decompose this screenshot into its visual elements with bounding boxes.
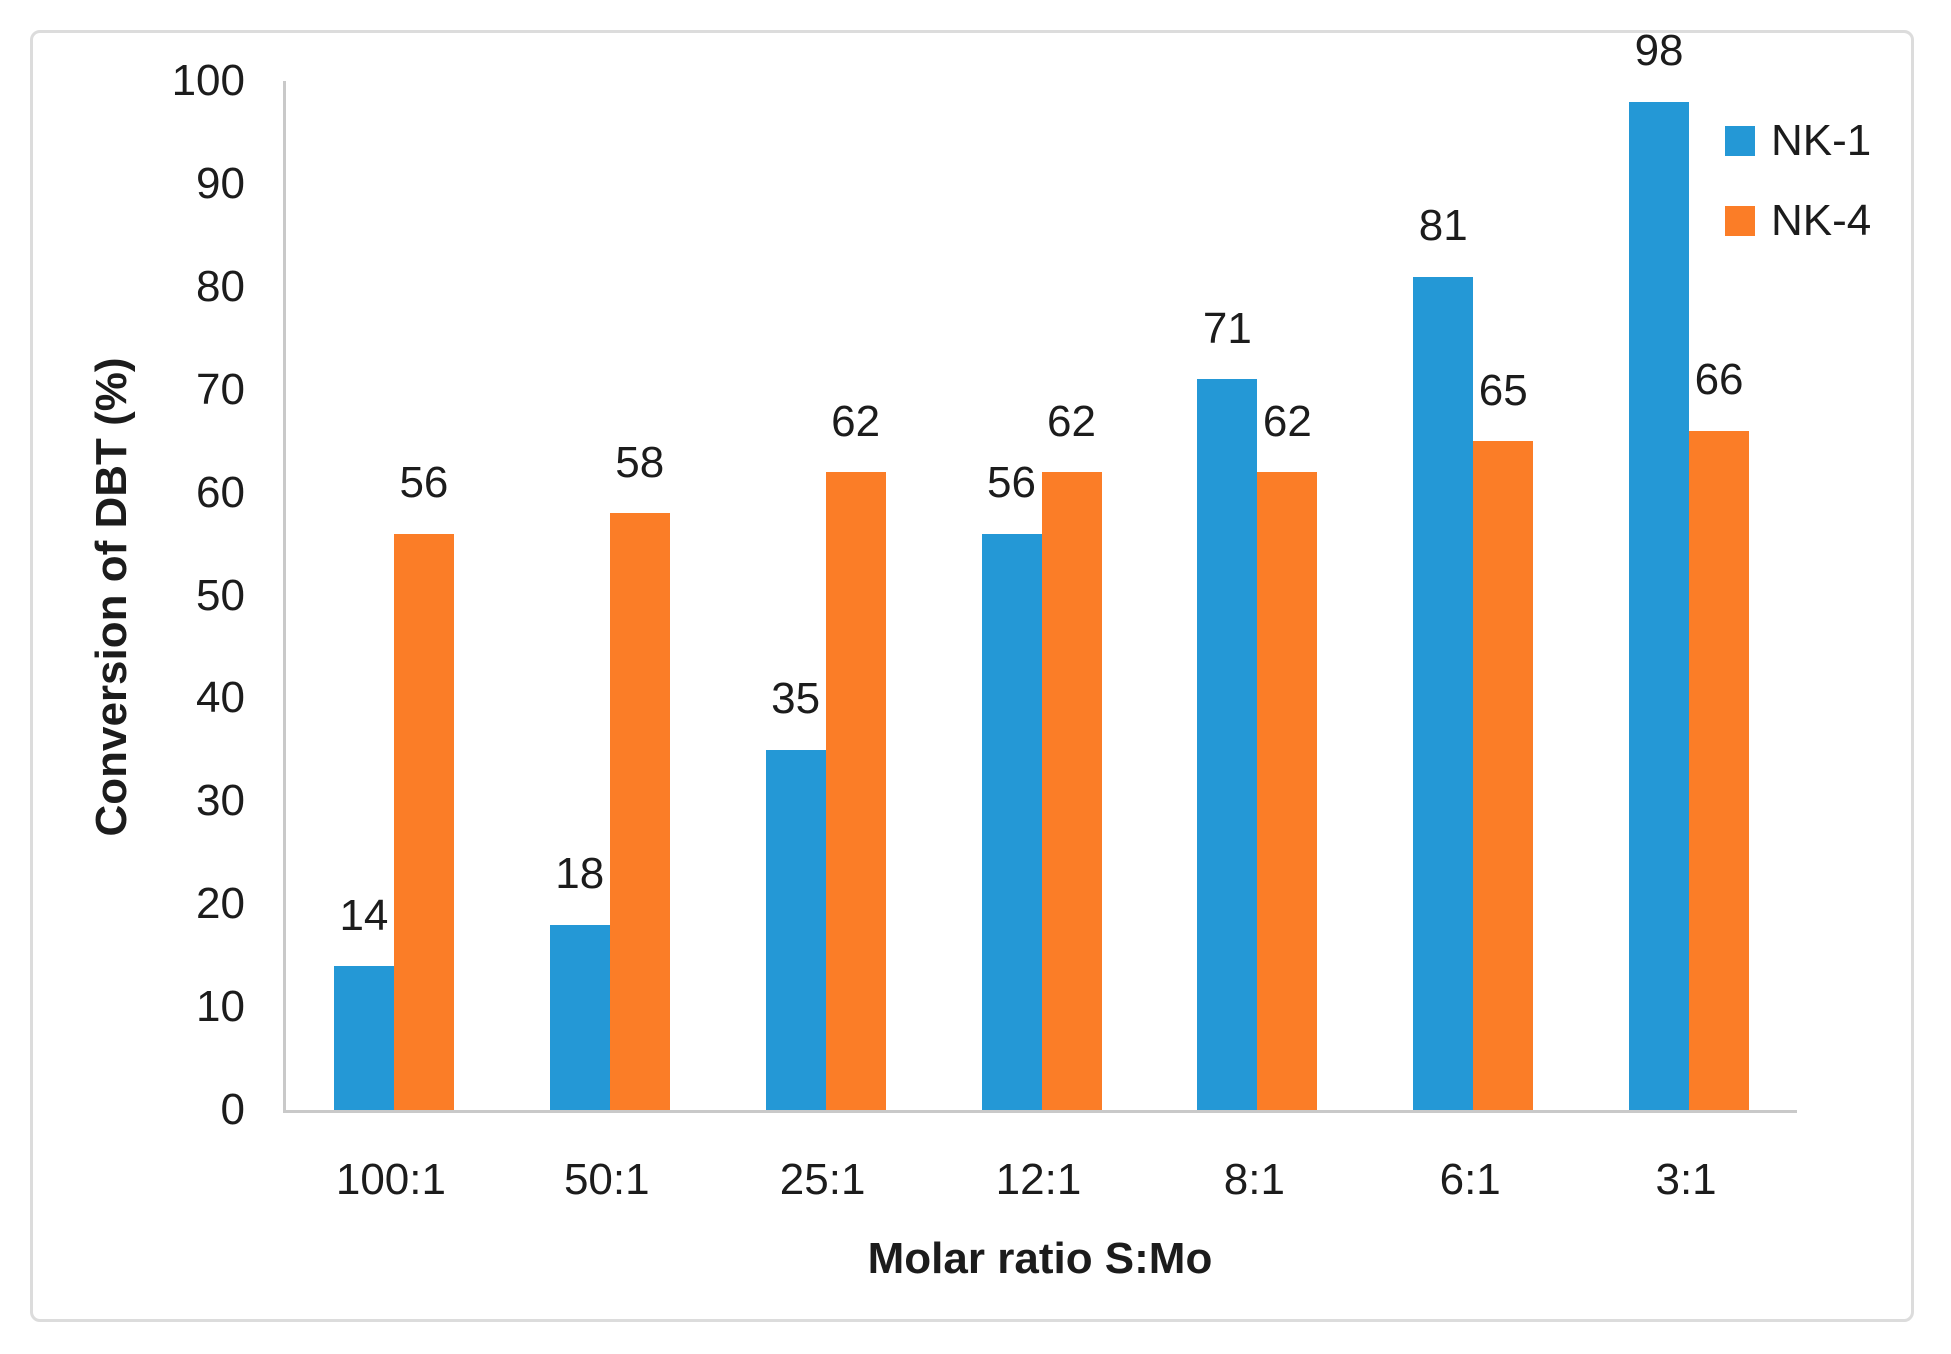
bar-value-label: 62 xyxy=(831,396,881,446)
bar-NK-4-12:1 xyxy=(1041,472,1102,1110)
bar-value-label: 62 xyxy=(1047,396,1096,446)
bar-NK-1-12:1 xyxy=(981,533,1042,1110)
bar-value-label: 71 xyxy=(1202,304,1252,354)
bar-NK-4-3:1 xyxy=(1689,430,1750,1110)
legend-swatch-icon xyxy=(1725,126,1755,156)
bar-value-label: 56 xyxy=(399,458,449,508)
bar-NK-1-3:1 xyxy=(1629,101,1690,1110)
legend-item-NK-4: NK-4 xyxy=(1725,199,1871,243)
legend-label: NK-1 xyxy=(1771,116,1872,165)
x-tick-label: 100:1 xyxy=(335,1155,446,1204)
bar-NK-1-8:1 xyxy=(1197,379,1258,1110)
bar-NK-4-8:1 xyxy=(1257,472,1318,1110)
y-tick-label: 90 xyxy=(196,158,245,208)
bar-NK-4-6:1 xyxy=(1473,441,1534,1110)
bar-NK-4-25:1 xyxy=(825,472,886,1110)
bar-value-label: 58 xyxy=(615,437,665,487)
bar-NK-1-100:1 xyxy=(333,965,394,1110)
legend: NK-1 NK-4 xyxy=(1725,119,1871,243)
plot-area: NK-1 NK-4 14 56 18 58 35 62 56 62 71 62 81 65 98 66 xyxy=(283,26,1871,1113)
bar-value-label: 98 xyxy=(1634,26,1684,76)
bar-NK-1-50:1 xyxy=(549,924,610,1110)
bar-value-label: 81 xyxy=(1418,201,1468,251)
bar-value-label: 14 xyxy=(339,890,389,940)
y-tick-label: 20 xyxy=(196,879,245,929)
bar-value-label: 56 xyxy=(987,458,1036,508)
bar-value-label: 35 xyxy=(771,674,821,724)
y-tick-label: 50 xyxy=(196,570,245,620)
y-axis-ticks: 0 10 20 30 40 50 60 70 80 90 100 xyxy=(0,56,245,1134)
bar-value-label: 18 xyxy=(555,849,605,899)
bar-NK-4-50:1 xyxy=(609,513,670,1110)
y-tick-label: 70 xyxy=(196,364,245,414)
legend-swatch-icon xyxy=(1725,206,1755,236)
bar-NK-1-25:1 xyxy=(765,749,826,1110)
x-tick-label: 12:1 xyxy=(995,1155,1082,1204)
y-tick-label: 100 xyxy=(171,56,245,105)
y-tick-label: 10 xyxy=(196,982,245,1032)
x-tick-label: 3:1 xyxy=(1655,1155,1717,1204)
bar-value-label: 65 xyxy=(1478,365,1528,415)
x-tick-label: 50:1 xyxy=(563,1155,650,1204)
legend-label: NK-4 xyxy=(1771,196,1872,245)
bar-value-label: 62 xyxy=(1262,396,1312,446)
y-tick-label: 30 xyxy=(196,776,245,826)
x-axis-title: Molar ratio S:Mo xyxy=(867,1234,1213,1283)
x-tick-label: 25:1 xyxy=(779,1155,866,1204)
y-tick-label: 0 xyxy=(220,1085,245,1134)
x-axis-ticks: 100:1 50:1 25:1 12:1 8:1 6:1 3:1 xyxy=(283,1158,1797,1208)
y-tick-label: 80 xyxy=(196,261,245,311)
x-tick-label: 8:1 xyxy=(1223,1155,1285,1204)
bar-NK-4-100:1 xyxy=(393,533,454,1110)
x-tick-label: 6:1 xyxy=(1439,1155,1501,1204)
y-tick-label: 60 xyxy=(196,467,245,517)
y-tick-label: 40 xyxy=(196,673,245,723)
legend-item-NK-1: NK-1 xyxy=(1725,119,1871,163)
bar-value-label: 66 xyxy=(1694,355,1744,405)
bar-NK-1-6:1 xyxy=(1413,276,1474,1110)
